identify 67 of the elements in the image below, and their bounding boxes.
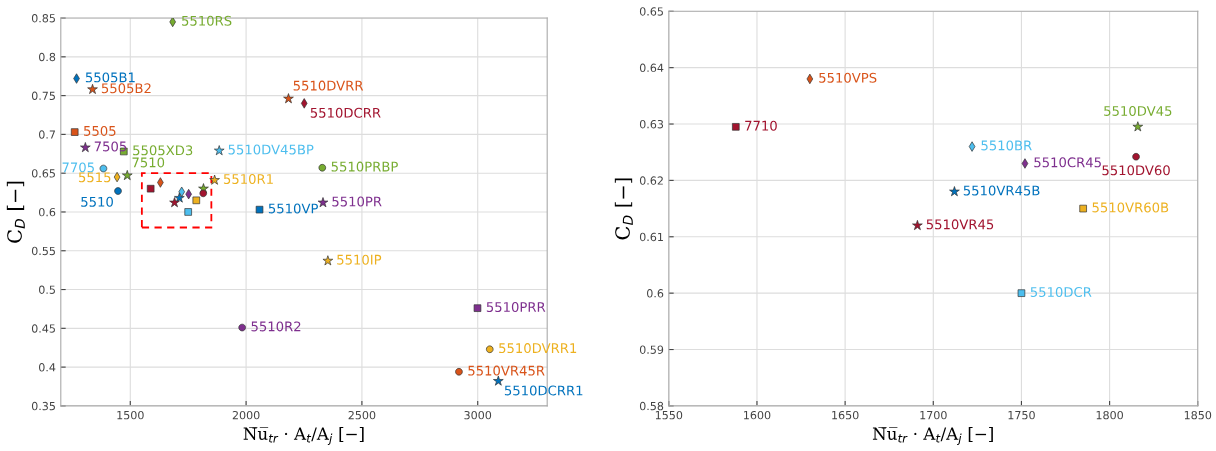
- x-tick-label: 1550: [655, 410, 683, 420]
- x-tick-label: 3000: [464, 410, 492, 420]
- y-tick-label: 0.62: [639, 176, 663, 185]
- series-label: 5510RS: [182, 15, 232, 26]
- y-tick-label: 0.85: [31, 14, 55, 23]
- y-tick-label: 0.8: [39, 52, 56, 62]
- y-tick-label: 0.35: [31, 401, 55, 411]
- x-axis-title: N̅u̅$_{tr}$ · A$_{t}$/A$_{j}$ [−]: [243, 427, 364, 445]
- y-tick-label: 0.6: [39, 207, 56, 217]
- series-label: 5510VPS: [819, 72, 877, 83]
- y-tick-label: 0.64: [639, 63, 664, 73]
- series-label: 5505B2: [101, 83, 151, 94]
- series-label: 7510: [132, 157, 165, 168]
- series-label: 5510DVRR1: [499, 343, 577, 354]
- series-label: 5510VR60B: [1092, 202, 1169, 213]
- y-tick-label: 0.75: [31, 91, 55, 100]
- series-label: 5510VP: [268, 203, 318, 214]
- series-label: 5510DCRR1: [504, 385, 583, 396]
- series-label: 5510CR45: [1034, 157, 1101, 168]
- series-label: 7505: [94, 141, 127, 152]
- y-tick-label: 0.59: [639, 345, 664, 354]
- x-tick-label: 1800: [1096, 410, 1123, 420]
- series-label: 5510DVRR: [293, 80, 364, 91]
- series-label: 5505B1: [85, 72, 135, 83]
- series-label: 5505: [84, 125, 116, 136]
- x-tick-label: 1500: [117, 410, 144, 420]
- series-label: 5510DCRR: [310, 107, 381, 118]
- series-label: 5510R1: [223, 174, 273, 184]
- series-label: 5510R2: [251, 321, 301, 332]
- y-tick-label: 0.58: [639, 401, 664, 411]
- x-tick-label: 2000: [232, 410, 260, 420]
- series-label: 5510BR: [981, 140, 1032, 151]
- series-label: 7705: [62, 162, 94, 173]
- series-label: 5510DV45: [1104, 105, 1172, 116]
- y-tick-label: 0.6: [647, 289, 664, 298]
- series-label: 5510DCR: [1030, 287, 1092, 297]
- y-axis-title: C$_{D}$ [−]: [6, 181, 25, 243]
- y-tick-label: 0.61: [639, 232, 663, 242]
- series-label: 5510VR45B: [963, 185, 1040, 196]
- x-tick-label: 1650: [832, 410, 859, 420]
- y-tick-label: 0.63: [639, 120, 664, 129]
- y-tick-label: 0.65: [31, 169, 55, 178]
- y-tick-label: 0.45: [31, 324, 55, 333]
- x-tick-label: 1700: [920, 410, 947, 420]
- series-label: 5510PRR: [486, 302, 546, 312]
- y-axis-title: C$_{D}$ [−]: [614, 178, 633, 240]
- x-tick-label: 1750: [1008, 410, 1035, 420]
- x-tick-label: 1850: [1184, 410, 1212, 420]
- y-tick-label: 0.4: [39, 363, 56, 372]
- y-tick-label: 0.5: [39, 285, 55, 294]
- series-label: 5510VR45: [926, 219, 994, 230]
- series-label: 7710: [745, 120, 777, 131]
- series-label: 5510DV45BP: [228, 144, 314, 155]
- series-label: 5515: [78, 172, 111, 183]
- series-label: 5510IP: [337, 254, 382, 265]
- series-label: 5510DV60: [1102, 165, 1170, 176]
- series-label: 5505XD3: [133, 145, 193, 156]
- series-label: 5510PR: [332, 196, 382, 207]
- y-tick-label: 0.65: [639, 7, 663, 16]
- series-label: 5510PRBP: [331, 161, 398, 172]
- x-tick-label: 1600: [744, 410, 771, 420]
- x-tick-label: 2500: [348, 410, 376, 420]
- y-tick-label: 0.55: [31, 246, 55, 256]
- series-label: 5510VR45R: [468, 365, 545, 376]
- y-tick-label: 0.7: [39, 130, 55, 139]
- series-label: 5510: [81, 196, 113, 207]
- x-axis-title: N̅u̅$_{tr}$ · A$_{t}$/A$_{j}$ [−]: [872, 427, 993, 445]
